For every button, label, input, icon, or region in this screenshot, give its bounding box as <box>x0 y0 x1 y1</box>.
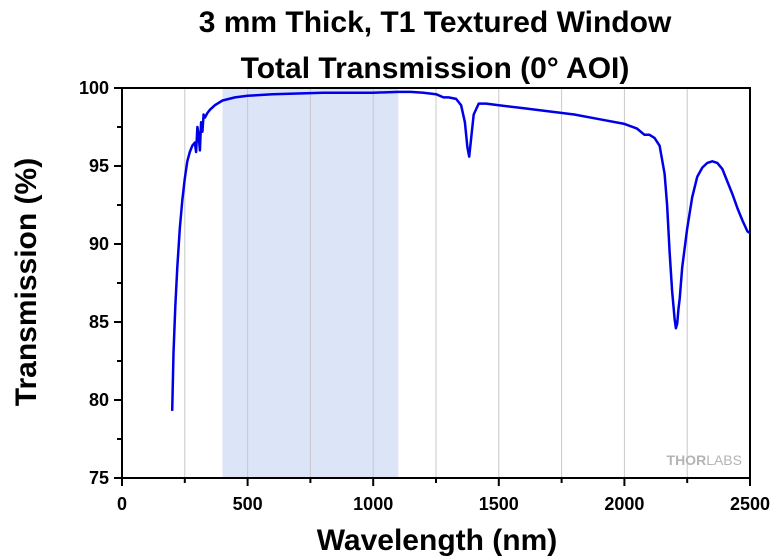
y-tick-labels: 75 80 85 90 95 100 <box>79 78 109 488</box>
y-tick-label: 90 <box>89 234 109 254</box>
x-tick-label: 2000 <box>604 494 644 514</box>
thorlabs-logo: THORLABS <box>667 452 742 468</box>
logo-part-2: LABS <box>706 452 742 468</box>
grid-lines <box>184 88 688 478</box>
logo-part-1: THOR <box>667 452 707 468</box>
x-tick-labels: 0 500 1000 1500 2000 2500 <box>117 494 770 514</box>
chart-title-line-1: 3 mm Thick, T1 Textured Window <box>199 6 672 39</box>
y-axis-label: Transmission (%) <box>10 158 43 406</box>
axis-ticks <box>114 87 751 486</box>
x-tick-label: 2500 <box>730 494 770 514</box>
y-tick-label: 75 <box>89 468 109 488</box>
x-axis-label: Wavelength (nm) <box>317 524 558 557</box>
y-tick-label: 85 <box>89 312 109 332</box>
x-tick-label: 0 <box>117 494 127 514</box>
x-tick-label: 500 <box>233 494 263 514</box>
x-tick-label: 1500 <box>479 494 519 514</box>
transmission-series-line <box>170 90 751 411</box>
y-tick-label: 80 <box>89 390 109 410</box>
chart-title-line-2: Total Transmission (0° AOI) <box>241 52 630 85</box>
x-tick-label: 1000 <box>353 494 393 514</box>
y-tick-label: 95 <box>89 156 109 176</box>
y-tick-label: 100 <box>79 78 109 98</box>
